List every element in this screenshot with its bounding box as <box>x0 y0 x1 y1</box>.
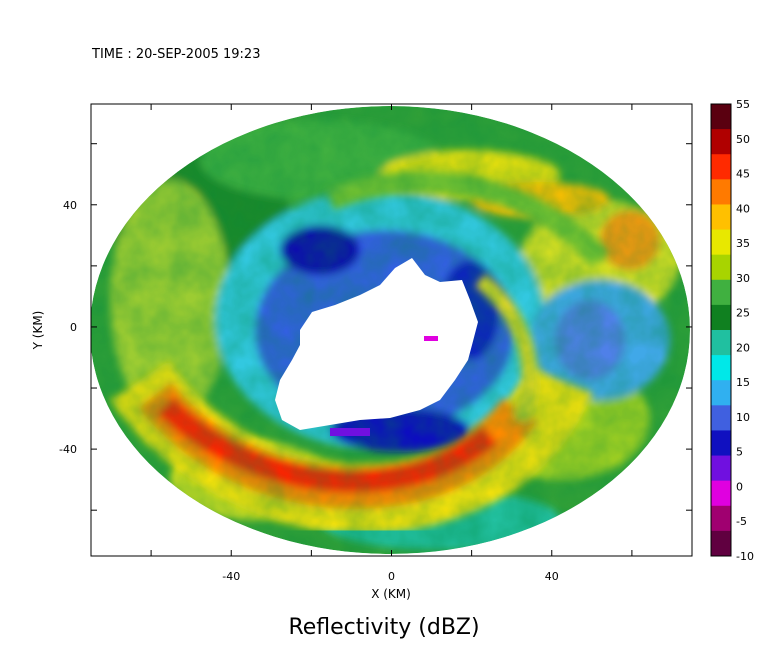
colorbar-segment <box>711 480 731 507</box>
colorbar-segment <box>711 430 731 457</box>
y-tick-label: 0 <box>70 321 77 334</box>
echo-free-eye <box>275 258 478 430</box>
colorbar-segment <box>711 279 731 306</box>
colorbar-segment <box>711 154 731 180</box>
colorbar-segment <box>711 304 731 331</box>
colorbar-segment <box>711 129 731 155</box>
colorbar-segment <box>711 104 731 130</box>
colorbar <box>710 103 732 557</box>
magenta-echo <box>424 336 438 341</box>
colorbar-label: 15 <box>736 376 750 389</box>
chart-title: Reflectivity (dBZ) <box>288 615 480 640</box>
colorbar-label: 25 <box>736 307 750 320</box>
x-tick-label: 0 <box>388 570 395 583</box>
colorbar-segment <box>711 229 731 256</box>
colorbar-segment <box>711 505 731 532</box>
colorbar-label: 20 <box>736 341 750 354</box>
colorbar-segment <box>711 455 731 482</box>
x-axis-title: X (KM) <box>371 587 411 601</box>
colorbar-label: 10 <box>736 411 750 424</box>
reflectivity-field <box>91 106 690 554</box>
axis-ticks <box>91 104 692 556</box>
colorbar-label: 30 <box>736 272 750 285</box>
colorbar-label: 45 <box>736 168 750 181</box>
colorbar-label: 5 <box>736 446 743 459</box>
axis-tick-labels: -40 0 40 40 0 -40 <box>59 199 559 583</box>
y-tick-label: 40 <box>63 199 77 212</box>
violet-echo <box>330 428 370 436</box>
colorbar-label: -10 <box>736 550 754 563</box>
colorbar-segment <box>711 355 731 381</box>
colorbar-segment <box>711 330 731 356</box>
colorbar-label: 0 <box>736 480 743 493</box>
y-tick-label: -40 <box>59 443 77 456</box>
colorbar-label: 40 <box>736 202 750 215</box>
time-label: TIME : 20-SEP-2005 19:23 <box>92 47 261 62</box>
x-tick-label: 40 <box>545 570 559 583</box>
y-axis-title: Y (KM) <box>31 311 45 351</box>
colorbar-frame <box>710 103 732 557</box>
colorbar-segment <box>711 530 731 557</box>
colorbar-label: -5 <box>736 515 747 528</box>
x-tick-label: -40 <box>222 570 240 583</box>
colorbar-label: 55 <box>736 98 750 111</box>
colorbar-segment <box>711 254 731 281</box>
colorbar-segment <box>711 179 731 205</box>
colorbar-segment <box>711 204 731 231</box>
colorbar-label: 50 <box>736 133 750 146</box>
colorbar-segment <box>711 380 731 406</box>
colorbar-segment <box>711 405 731 431</box>
colorbar-label: 35 <box>736 237 750 250</box>
